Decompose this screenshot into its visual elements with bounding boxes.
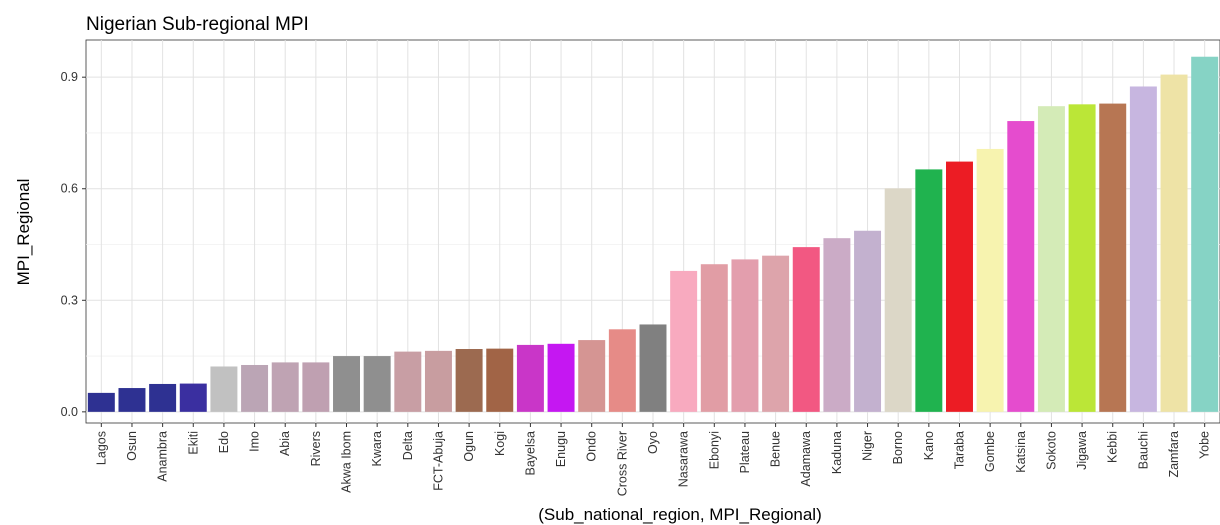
- bar-lagos: [87, 392, 115, 412]
- bar-delta: [394, 351, 422, 412]
- bar-oyo: [639, 324, 667, 412]
- x-tick-label: Sokoto: [1044, 431, 1058, 470]
- x-axis-ticks: Lagos Osun Anambra Ekiti Edo Imo Abia Rivers Akw…: [94, 423, 1212, 496]
- x-tick-label: Bauchi: [1136, 431, 1150, 469]
- bar-gombe: [976, 148, 1004, 412]
- x-tick-label: Ondo: [585, 431, 599, 462]
- x-tick-label: Abia: [278, 431, 292, 456]
- chart-title: Nigerian Sub-regional MPI: [86, 14, 309, 35]
- bars: [87, 56, 1219, 412]
- x-tick-label: Taraba: [952, 431, 966, 469]
- x-tick-label: Bayelsa: [523, 431, 537, 476]
- bar-ekiti: [179, 383, 207, 412]
- x-tick-label: Ekiti: [186, 431, 200, 455]
- x-tick-label: FCT-Abuja: [431, 431, 445, 491]
- x-tick-label: Niger: [861, 431, 875, 461]
- bar-katsina: [1007, 121, 1035, 412]
- bar-adamawa: [792, 247, 820, 412]
- bar-plateau: [731, 259, 759, 412]
- x-tick-label: Rivers: [309, 431, 323, 466]
- x-tick-label: Akwa Ibom: [340, 431, 354, 493]
- x-tick-label: Ebonyi: [707, 431, 721, 469]
- x-tick-label: Lagos: [94, 431, 108, 465]
- bar-enugu: [547, 343, 575, 412]
- bar-nasarawa: [670, 270, 698, 412]
- bar-taraba: [946, 161, 973, 412]
- x-tick-label: Katsina: [1014, 431, 1028, 473]
- x-tick-label: Adamawa: [799, 431, 813, 487]
- y-tick-label: 0.9: [61, 70, 78, 84]
- bar-fct-abuja: [424, 350, 452, 412]
- x-tick-label: Delta: [401, 431, 415, 460]
- bar-bayelsa: [516, 344, 544, 412]
- bar-kano: [915, 169, 943, 412]
- y-tick-label: 0.6: [61, 182, 78, 196]
- bar-niger: [854, 230, 882, 412]
- bar-ogun: [455, 349, 483, 412]
- y-tick-label: 0.3: [61, 293, 78, 307]
- x-tick-label: Borno: [891, 431, 905, 464]
- x-tick-label: Edo: [217, 431, 231, 453]
- bar-kogi: [486, 348, 514, 412]
- x-tick-label: Kogi: [493, 431, 507, 456]
- x-tick-label: Kaduna: [830, 431, 844, 474]
- x-tick-label: Oyo: [646, 431, 660, 454]
- x-axis-title: (Sub_national_region, MPI_Regional): [538, 505, 822, 524]
- bar-imo: [241, 364, 269, 412]
- x-tick-label: Ogun: [462, 431, 476, 462]
- x-tick-label: Yobe: [1198, 431, 1212, 459]
- x-tick-label: Cross River: [615, 431, 629, 496]
- y-axis-ticks: 0.0 0.3 0.6 0.9: [61, 70, 86, 419]
- x-tick-label: Benue: [769, 431, 783, 467]
- x-tick-label: Kebbi: [1106, 431, 1120, 463]
- bar-ebonyi: [700, 264, 728, 412]
- bar-anambra: [149, 383, 177, 412]
- bar-ondo: [578, 340, 606, 412]
- bar-osun: [118, 388, 146, 412]
- x-tick-label: Kwara: [370, 431, 384, 466]
- bar-rivers: [302, 362, 330, 412]
- bar-benue: [762, 255, 790, 412]
- x-tick-label: Enugu: [554, 431, 568, 467]
- bar-cross-river: [608, 329, 636, 412]
- x-tick-label: Zamfara: [1167, 431, 1181, 478]
- x-tick-label: Jigawa: [1075, 431, 1089, 470]
- bar-kwara: [363, 356, 391, 412]
- x-tick-label: Nasarawa: [677, 431, 691, 487]
- bar-borno: [884, 188, 912, 412]
- x-tick-label: Gombe: [983, 431, 997, 472]
- bar-sokoto: [1037, 106, 1065, 412]
- x-tick-label: Imo: [248, 431, 262, 452]
- x-tick-label: Anambra: [156, 431, 170, 482]
- bar-akwa-ibom: [333, 356, 360, 412]
- bar-edo: [210, 366, 238, 412]
- x-tick-label: Osun: [125, 431, 139, 461]
- y-tick-label: 0.0: [61, 405, 78, 419]
- bar-jigawa: [1068, 104, 1096, 412]
- bar-yobe: [1191, 56, 1219, 412]
- x-tick-label: Plateau: [738, 431, 752, 473]
- bar-kaduna: [823, 238, 851, 412]
- x-tick-label: Kano: [922, 431, 936, 460]
- bar-abia: [271, 362, 299, 412]
- bar-zamfara: [1160, 74, 1188, 412]
- y-axis-title: MPI_Regional: [14, 179, 33, 286]
- bar-kebbi: [1099, 103, 1127, 412]
- bar-bauchi: [1129, 86, 1157, 412]
